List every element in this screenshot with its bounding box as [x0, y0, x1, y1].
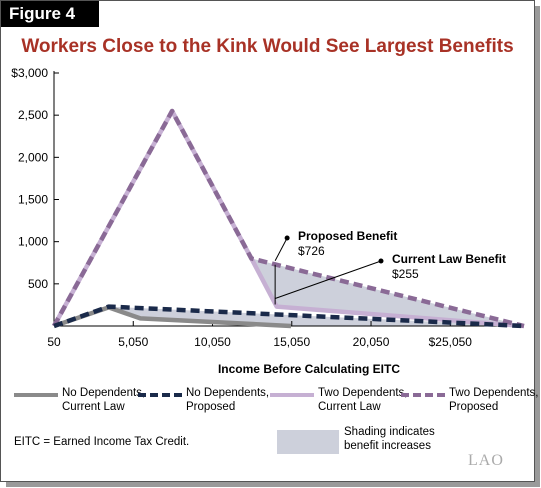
shading-two-dependents — [54, 111, 524, 326]
ticks-layer: $3,000 2,500 2,000 1,500 1,000 500 50 5,050 10,0… — [11, 66, 472, 376]
legend-label: No Dependents, Proposed — [186, 386, 276, 414]
legend-label-line2: Proposed — [186, 401, 236, 413]
shading-key-label: Shading indicates benefit increases — [344, 425, 464, 453]
legend-swatch — [270, 393, 314, 397]
legend-swatch — [138, 393, 182, 397]
y-tick-label: $3,000 — [11, 66, 48, 80]
x-tick-label: 20,050 — [353, 335, 390, 349]
series-layer — [52, 108, 525, 329]
legend-label-line2: Current Law — [318, 401, 381, 413]
x-axis-label: Income Before Calculating EITC — [218, 362, 400, 376]
y-tick-label: 2,000 — [18, 150, 48, 164]
frame-shadow-right — [535, 6, 540, 486]
current-benefit-value: $255 — [392, 267, 419, 281]
legend-swatch — [401, 393, 445, 397]
legend-label: Two Dependents, Current Law — [318, 386, 408, 414]
legend-label: No Dependents, Current Law — [62, 386, 152, 414]
legend-label: Two Dependents, Proposed — [449, 386, 539, 414]
shading-key-line1: Shading indicates — [344, 426, 435, 438]
x-tick-label: $25,050 — [429, 335, 473, 349]
legend-label-line1: No Dependents, — [186, 387, 270, 399]
footnote: EITC = Earned Income Tax Credit. — [14, 436, 190, 448]
proposed-benefit-value: $726 — [298, 244, 325, 258]
lao-logo: LAO — [468, 452, 504, 469]
current-benefit-title: Current Law Benefit — [392, 252, 506, 266]
current-leader — [274, 260, 382, 299]
figure-label: Figure 4 — [1, 1, 99, 27]
legend-label-line1: No Dependents, — [62, 387, 146, 399]
legend-label-line2: Proposed — [449, 401, 499, 413]
x-tick-label: 15,050 — [273, 335, 310, 349]
figure-frame — [0, 0, 535, 482]
series-line-3 — [52, 108, 525, 329]
y-tick-label: 2,500 — [18, 108, 48, 122]
annotations-layer: Proposed Benefit$726 Current Law Benefit$… — [274, 229, 506, 305]
legend-label-line2: Current Law — [62, 401, 125, 413]
chart-title: Workers Close to the Kink Would See Larg… — [21, 36, 514, 57]
legend-label-line1: Two Dependents, — [449, 387, 539, 399]
shading-key-line2: benefit increases — [344, 440, 431, 452]
series-line-1 — [53, 304, 525, 329]
legend-swatch — [14, 393, 58, 397]
proposed-leader-dot — [284, 235, 290, 241]
proposed-benefit-title: Proposed Benefit — [298, 229, 397, 243]
legend-label-line1: Two Dependents, — [318, 387, 408, 399]
x-tick-label: 50 — [47, 335, 61, 349]
y-tick-label: 1,500 — [18, 193, 48, 207]
y-tick-label: 1,000 — [18, 235, 48, 249]
x-tick-label: 5,050 — [118, 335, 148, 349]
frame-shadow-bottom — [6, 482, 540, 487]
current-leader-dot — [378, 258, 384, 264]
x-tick-label: 10,050 — [194, 335, 231, 349]
shading-key-swatch — [277, 430, 339, 454]
y-tick-label: 500 — [28, 277, 48, 291]
proposed-leader — [274, 237, 288, 262]
